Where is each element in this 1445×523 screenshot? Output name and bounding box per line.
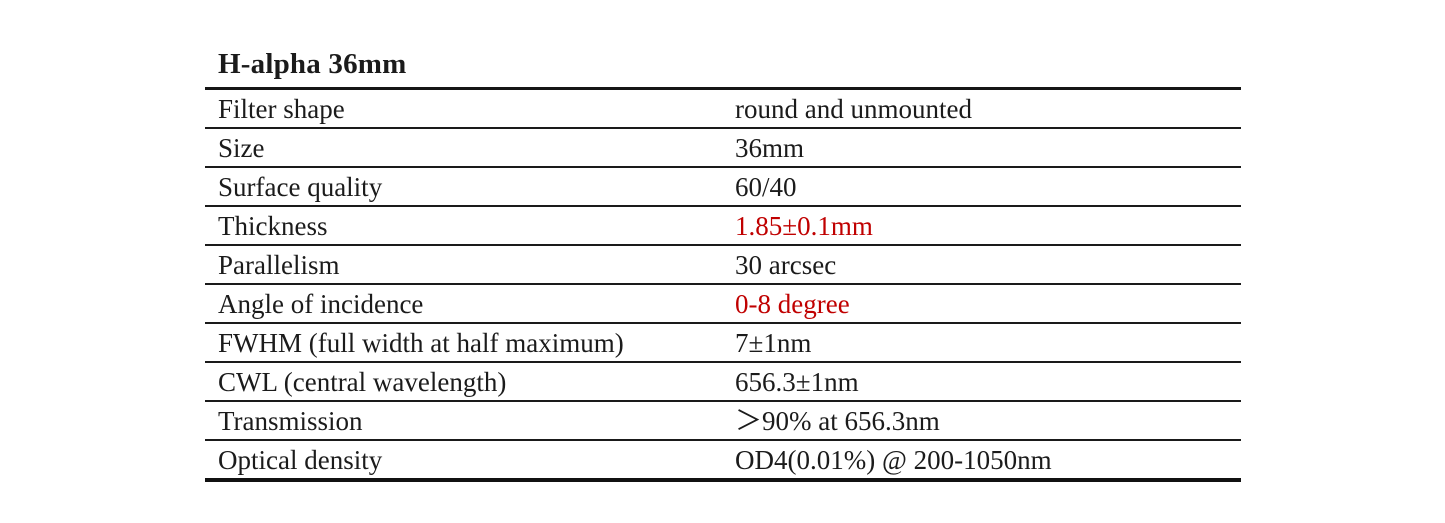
- spec-label: CWL (central wavelength): [218, 366, 507, 397]
- spec-value: 1.85±0.1mm: [735, 210, 873, 241]
- table-row: Thickness 1.85±0.1mm: [205, 207, 1241, 246]
- table-row: Parallelism 30 arcsec: [205, 246, 1241, 285]
- spec-value: 656.3±1nm: [735, 366, 859, 397]
- spec-value: 60/40: [735, 171, 797, 202]
- spec-label: Optical density: [218, 444, 383, 475]
- spec-label: FWHM (full width at half maximum): [218, 327, 624, 358]
- spec-label: Size: [218, 132, 265, 163]
- spec-value: round and unmounted: [735, 93, 972, 124]
- spec-label: Angle of incidence: [218, 288, 424, 319]
- table-row: Filter shape round and unmounted: [205, 90, 1241, 129]
- table-row: Transmission ＞90% at 656.3nm: [205, 402, 1241, 441]
- spec-table: Filter shape round and unmounted Size 36…: [205, 87, 1241, 482]
- spec-label: Transmission: [218, 405, 363, 436]
- spec-value: OD4(0.01%) @ 200-1050nm: [735, 444, 1052, 475]
- table-row: Surface quality 60/40: [205, 168, 1241, 207]
- table-row: Angle of incidence 0-8 degree: [205, 285, 1241, 324]
- spec-value: 0-8 degree: [735, 288, 850, 319]
- spec-label: Filter shape: [218, 93, 345, 124]
- spec-label: Surface quality: [218, 171, 383, 202]
- page-title: H-alpha 36mm: [218, 48, 407, 80]
- spec-label: Parallelism: [218, 249, 340, 280]
- spec-value: ＞90% at 656.3nm: [735, 405, 940, 436]
- spec-value: 30 arcsec: [735, 249, 837, 280]
- table-row: Optical density OD4(0.01%) @ 200-1050nm: [205, 441, 1241, 482]
- spec-sheet: H-alpha 36mm Filter shape round and unmo…: [205, 46, 1241, 482]
- table-row: CWL (central wavelength) 656.3±1nm: [205, 363, 1241, 402]
- spec-label: Thickness: [218, 210, 328, 241]
- table-row: FWHM (full width at half maximum) 7±1nm: [205, 324, 1241, 363]
- spec-value: 36mm: [735, 132, 805, 163]
- spec-value: 7±1nm: [735, 327, 812, 358]
- table-row: Size 36mm: [205, 129, 1241, 168]
